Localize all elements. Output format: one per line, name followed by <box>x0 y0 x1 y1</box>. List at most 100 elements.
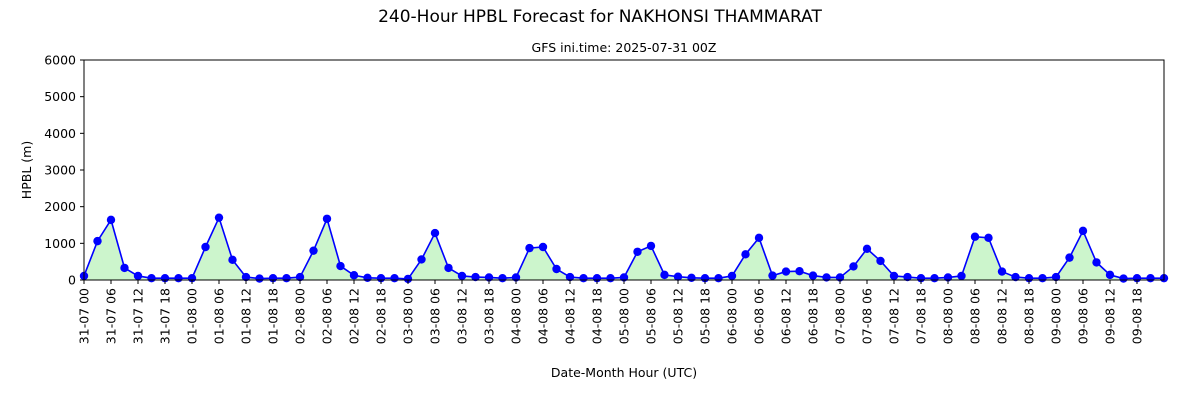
x-tick-label: 02-08 12 <box>347 288 362 344</box>
x-tick-label: 03-08 06 <box>428 288 443 344</box>
data-point <box>1078 226 1088 236</box>
x-axis-label: Date-Month Hour (UTC) <box>551 365 697 380</box>
data-point <box>295 272 305 282</box>
data-point <box>498 273 507 283</box>
data-point <box>255 274 264 283</box>
x-tick-label: 07-08 12 <box>887 288 902 344</box>
data-point <box>1038 273 1047 283</box>
data-point <box>1092 258 1101 267</box>
data-point <box>754 233 764 243</box>
data-point <box>444 263 453 273</box>
x-tick-label: 03-08 12 <box>455 288 470 344</box>
data-point <box>390 273 399 283</box>
data-point <box>862 244 872 254</box>
data-point <box>538 242 548 252</box>
x-tick-label: 08-08 06 <box>968 288 983 344</box>
data-point <box>525 243 534 253</box>
data-point <box>660 270 669 280</box>
data-point <box>876 256 885 266</box>
data-point <box>970 232 980 241</box>
data-point <box>957 271 966 281</box>
x-tick-label: 06-08 12 <box>779 288 794 344</box>
x-tick-label: 08-08 18 <box>1022 288 1037 344</box>
data-point <box>363 273 372 282</box>
x-tick-label: 06-08 06 <box>752 288 767 344</box>
y-tick-label: 2000 <box>44 199 76 214</box>
plot-area: 0 1000 2000 3000 4000 5000 6000 31-07 00 31-07 0… <box>44 53 1169 344</box>
x-tick-label: 09-08 00 <box>1049 288 1064 344</box>
x-tick-label: 01-08 06 <box>212 288 227 344</box>
x-tick-label: 09-08 06 <box>1076 288 1091 344</box>
y-tick-label: 3000 <box>44 163 76 178</box>
data-point <box>403 274 413 284</box>
data-point <box>471 272 480 282</box>
y-axis-label: HPBL (m) <box>19 141 34 199</box>
data-point <box>768 271 777 280</box>
data-point <box>282 273 291 283</box>
x-tick-label: 31-07 00 <box>77 288 92 344</box>
data-point <box>1105 270 1115 280</box>
data-point <box>133 271 143 281</box>
x-tick-label: 31-07 12 <box>131 288 146 344</box>
data-point <box>417 255 426 264</box>
y-tick-label: 0 <box>68 273 76 288</box>
data-point <box>646 241 656 251</box>
data-point <box>984 233 993 243</box>
x-tick-label: 02-08 00 <box>293 288 308 344</box>
plot-frame <box>83 59 1165 281</box>
data-point <box>673 272 683 281</box>
data-point <box>214 213 224 222</box>
y-tick-label: 6000 <box>44 53 76 68</box>
data-point <box>889 271 899 281</box>
x-tick-label: 04-08 18 <box>590 288 605 344</box>
data-point <box>714 273 723 283</box>
data-point <box>120 263 129 273</box>
x-tick-label: 06-08 00 <box>725 288 740 344</box>
x-tick-label: 07-08 18 <box>914 288 929 344</box>
data-point <box>552 264 561 274</box>
data-point <box>174 273 183 283</box>
data-point <box>1119 274 1128 283</box>
data-point <box>322 214 332 223</box>
x-tick-label: 31-07 06 <box>104 288 119 344</box>
x-tick-label: 08-08 00 <box>941 288 956 344</box>
data-point <box>565 272 575 282</box>
data-point <box>781 267 791 276</box>
x-tick-label: 06-08 18 <box>806 288 821 344</box>
data-point <box>741 250 750 259</box>
x-tick-label: 09-08 12 <box>1103 288 1118 344</box>
data-point <box>687 273 696 282</box>
data-point <box>1011 272 1020 282</box>
data-point <box>808 271 818 280</box>
x-tick-label: 07-08 00 <box>833 288 848 344</box>
data-point <box>579 273 588 283</box>
data-point <box>430 228 440 238</box>
data-point <box>309 246 318 255</box>
x-tick-label: 02-08 06 <box>320 288 335 344</box>
x-tick-label: 01-08 18 <box>266 288 281 344</box>
x-tick-label: 01-08 00 <box>185 288 200 344</box>
data-point <box>93 236 102 246</box>
x-tick-label: 04-08 00 <box>509 288 524 344</box>
data-point <box>147 273 156 283</box>
data-point <box>336 261 345 271</box>
data-point <box>241 272 251 282</box>
data-point <box>903 272 912 282</box>
data-point <box>727 271 737 281</box>
data-point <box>106 215 116 225</box>
x-tick-label: 05-08 12 <box>671 288 686 344</box>
data-point <box>1065 253 1074 262</box>
x-tick-label: 02-08 18 <box>374 288 389 344</box>
x-tick-label: 31-07 18 <box>158 288 173 344</box>
data-point <box>849 262 858 271</box>
data-point <box>349 271 359 280</box>
y-tick-label: 4000 <box>44 126 76 141</box>
x-tick-label: 03-08 00 <box>401 288 416 344</box>
x-tick-label: 08-08 12 <box>995 288 1010 344</box>
x-tick-label: 03-08 18 <box>482 288 497 344</box>
x-tick-label: 05-08 18 <box>698 288 713 344</box>
chart-subtitle: GFS ini.time: 2025-07-31 00Z <box>532 40 717 55</box>
data-point <box>1146 273 1155 283</box>
x-tick-label: 05-08 00 <box>617 288 632 344</box>
